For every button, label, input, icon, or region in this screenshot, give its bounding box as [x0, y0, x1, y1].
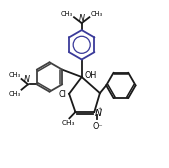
Text: CH₃: CH₃	[61, 11, 73, 16]
Text: Cl: Cl	[58, 90, 66, 99]
Text: OH: OH	[84, 71, 96, 80]
Text: N: N	[95, 109, 102, 118]
Text: CH₃: CH₃	[62, 120, 75, 126]
Text: N: N	[79, 14, 85, 23]
Text: ⁺: ⁺	[98, 106, 102, 115]
Text: CH₃: CH₃	[9, 91, 21, 96]
Text: N: N	[24, 75, 30, 84]
Text: CH₃: CH₃	[91, 11, 103, 16]
Text: CH₃: CH₃	[9, 72, 21, 78]
Text: O⁻: O⁻	[92, 122, 103, 131]
